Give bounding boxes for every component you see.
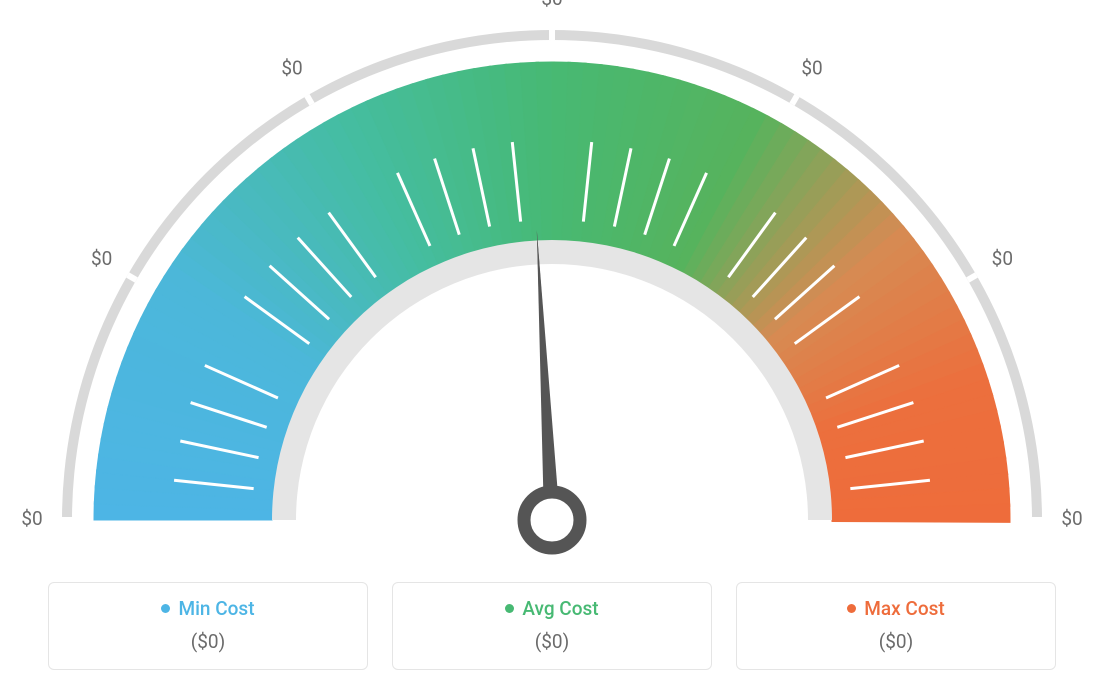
legend-card-avg: Avg Cost ($0) xyxy=(392,582,712,670)
gauge-tick-label: $0 xyxy=(22,507,43,530)
legend-row: Min Cost ($0) Avg Cost ($0) Max Cost ($0) xyxy=(0,582,1104,670)
legend-label-max: Max Cost xyxy=(864,597,944,620)
gauge-tick-label: $0 xyxy=(1061,507,1082,530)
gauge-tick-label: $0 xyxy=(801,57,822,80)
legend-label-row: Max Cost xyxy=(755,597,1037,620)
legend-card-min: Min Cost ($0) xyxy=(48,582,368,670)
legend-label-row: Avg Cost xyxy=(411,597,693,620)
legend-card-max: Max Cost ($0) xyxy=(736,582,1056,670)
gauge-tick-label: $0 xyxy=(91,247,112,270)
gauge-tick-label: $0 xyxy=(281,57,302,80)
gauge-svg: $0 $0 $0 $0 $0 $0 $0 xyxy=(22,0,1082,560)
gauge-chart: $0 $0 $0 $0 $0 $0 $0 xyxy=(22,0,1082,560)
legend-dot-min xyxy=(161,604,170,613)
legend-value-min: ($0) xyxy=(67,630,349,653)
legend-label-row: Min Cost xyxy=(67,597,349,620)
legend-label-avg: Avg Cost xyxy=(522,597,598,620)
gauge-tick-label: $0 xyxy=(541,0,562,10)
gauge-tick-label: $0 xyxy=(992,247,1013,270)
legend-label-min: Min Cost xyxy=(178,597,254,620)
legend-dot-max xyxy=(847,604,856,613)
legend-dot-avg xyxy=(505,604,514,613)
legend-value-max: ($0) xyxy=(755,630,1037,653)
legend-value-avg: ($0) xyxy=(411,630,693,653)
